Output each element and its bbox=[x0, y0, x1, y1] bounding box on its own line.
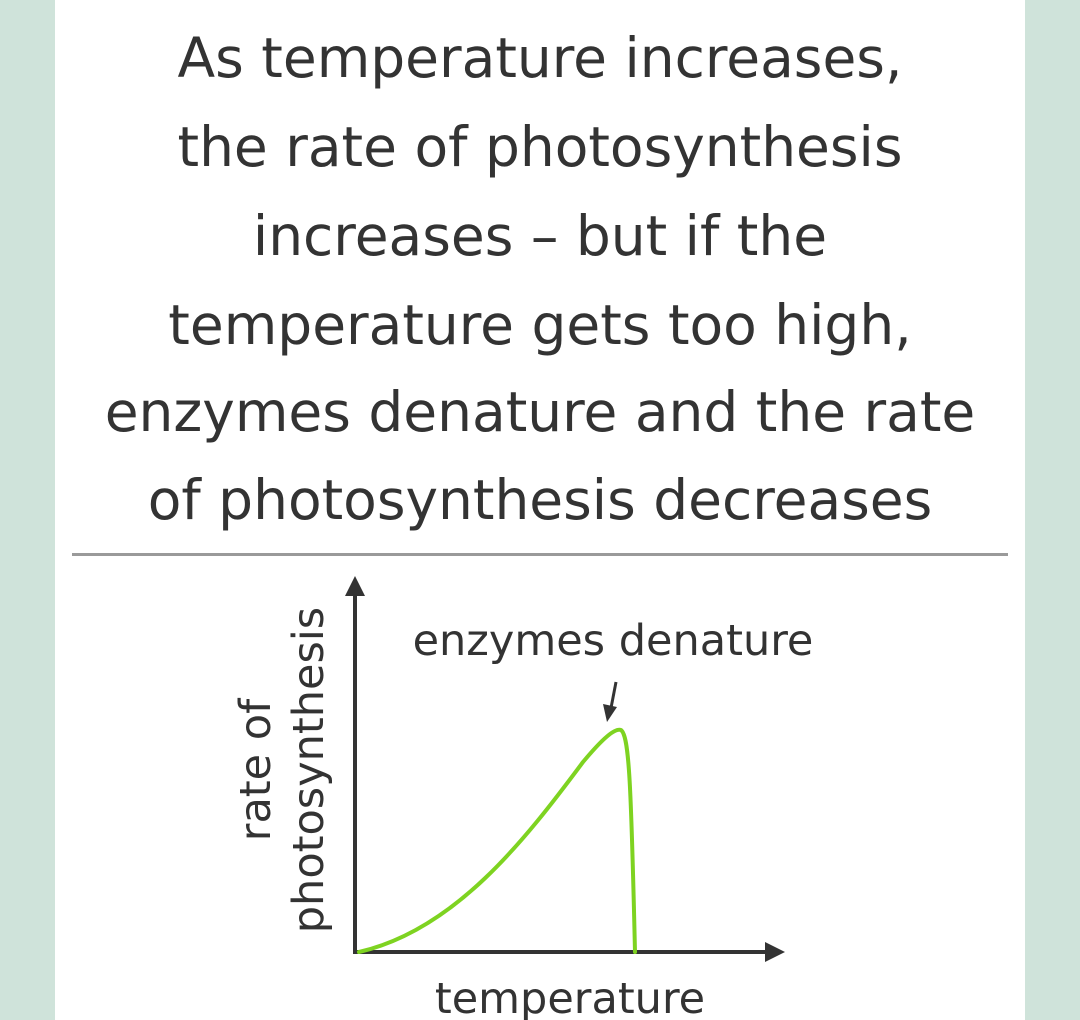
rate-curve bbox=[357, 727, 637, 954]
annotation-label: enzymes denature bbox=[413, 616, 814, 666]
x-axis-arrowhead bbox=[765, 942, 785, 962]
content-panel: As temperature increases, the rate of ph… bbox=[55, 0, 1025, 1020]
statement-line: of photosynthesis decreases bbox=[147, 468, 933, 532]
divider bbox=[72, 553, 1008, 556]
annotation-arrowhead bbox=[603, 704, 617, 722]
x-axis-label: temperature bbox=[435, 974, 705, 1020]
statement-line: the rate of photosynthesis bbox=[177, 115, 903, 179]
statement-line: temperature gets too high, bbox=[168, 293, 912, 357]
statement-line: increases – but if the bbox=[252, 204, 828, 268]
y-axis-arrowhead bbox=[345, 576, 365, 596]
statement-text: As temperature increases, the rate of ph… bbox=[55, 0, 1025, 540]
temperature-graph: enzymes denature temperature rate of pho… bbox=[231, 576, 814, 1020]
y-axis-label-line1: rate of bbox=[231, 698, 281, 841]
y-axis-label-line2: photosynthesis bbox=[284, 607, 334, 933]
annotation-arrow bbox=[609, 681, 618, 709]
statement-line: As temperature increases, bbox=[177, 26, 903, 90]
statement-line: enzymes denature and the rate bbox=[104, 380, 976, 444]
